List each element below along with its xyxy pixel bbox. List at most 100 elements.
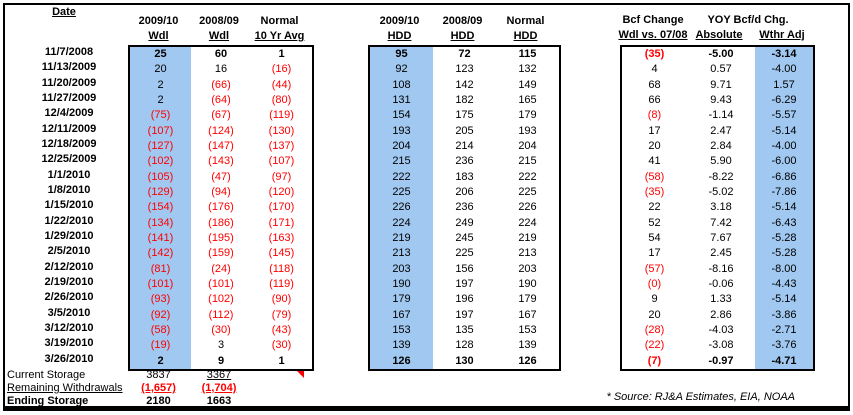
- table-cell-hdd_2009_10[interactable]: 154: [370, 108, 433, 124]
- table-cell-bcf_change_wdl_vs_0708[interactable]: 17: [648, 124, 661, 137]
- date-cell[interactable]: 2/19/2010: [44, 275, 94, 288]
- table-cell-hdd_2008_09[interactable]: 196: [455, 293, 474, 306]
- table-cell-wdl_2009_10[interactable]: (81): [130, 261, 191, 277]
- table-cell-wdl_normal_10yr[interactable]: (171): [268, 216, 295, 229]
- table-cell-hdd_2008_09[interactable]: 249: [455, 216, 474, 229]
- table-cell-wdl_normal_10yr[interactable]: (90): [271, 293, 292, 306]
- table-cell-hdd_2009_10[interactable]: 225: [370, 184, 433, 201]
- date-cell[interactable]: 1/1/2010: [47, 168, 91, 181]
- table-cell-hdd_normal[interactable]: 222: [518, 170, 537, 183]
- date-cell[interactable]: 11/20/2009: [41, 76, 97, 89]
- table-cell-wdl_2008_09[interactable]: (47): [211, 170, 231, 183]
- table-cell-wdl_normal_10yr[interactable]: (30): [271, 339, 292, 352]
- table-cell-wdl_normal_10yr[interactable]: (119): [269, 109, 294, 122]
- date-cell[interactable]: 3/26/2010: [44, 352, 94, 365]
- table-cell-yoy_bcfd_absolute[interactable]: 0.57: [710, 63, 732, 76]
- table-cell-wdl_2008_09[interactable]: (159): [208, 247, 234, 260]
- table-cell-bcf_change_wdl_vs_0708[interactable]: (57): [644, 262, 665, 275]
- table-cell-yoy_bcfd_wthr_adj[interactable]: -4.43: [755, 276, 813, 293]
- remaining-withdrawals-2009-10[interactable]: (1,657): [141, 382, 176, 394]
- table-cell-hdd_normal[interactable]: 213: [518, 247, 537, 260]
- table-cell-yoy_bcfd_wthr_adj[interactable]: -7.86: [755, 184, 813, 201]
- table-cell-yoy_bcfd_wthr_adj[interactable]: -4.71: [755, 353, 813, 369]
- table-cell-hdd_2009_10[interactable]: 222: [370, 169, 433, 185]
- table-cell-hdd_2009_10[interactable]: 213: [370, 246, 433, 262]
- table-cell-yoy_bcfd_absolute[interactable]: 2.45: [710, 247, 732, 260]
- table-cell-wdl_2009_10[interactable]: (127): [130, 138, 191, 155]
- table-cell-wdl_normal_10yr[interactable]: (44): [271, 78, 292, 91]
- table-cell-bcf_change_wdl_vs_0708[interactable]: 20: [648, 139, 661, 152]
- table-cell-hdd_normal[interactable]: 224: [518, 216, 537, 229]
- table-cell-yoy_bcfd_absolute[interactable]: -4.03: [708, 323, 734, 336]
- table-cell-hdd_normal[interactable]: 153: [518, 323, 537, 336]
- table-cell-yoy_bcfd_absolute[interactable]: 1.33: [710, 293, 732, 306]
- date-cell[interactable]: 3/12/2010: [44, 321, 94, 334]
- table-cell-bcf_change_wdl_vs_0708[interactable]: (35): [644, 185, 665, 198]
- table-cell-wdl_normal_10yr[interactable]: (43): [271, 323, 292, 336]
- table-cell-yoy_bcfd_absolute[interactable]: 9.71: [710, 78, 732, 91]
- table-cell-yoy_bcfd_absolute[interactable]: 2.47: [710, 124, 732, 137]
- table-cell-hdd_2008_09[interactable]: 214: [455, 139, 474, 152]
- table-cell-hdd_normal[interactable]: 126: [518, 354, 537, 367]
- table-cell-hdd_normal[interactable]: 179: [518, 293, 537, 306]
- table-cell-hdd_2009_10[interactable]: 153: [370, 322, 433, 339]
- date-cell[interactable]: 2/26/2010: [44, 291, 94, 304]
- table-cell-hdd_2008_09[interactable]: 225: [455, 247, 474, 260]
- table-cell-hdd_2009_10[interactable]: 219: [370, 230, 433, 247]
- table-cell-hdd_2008_09[interactable]: 156: [455, 262, 474, 275]
- table-cell-wdl_2009_10[interactable]: (107): [130, 123, 191, 139]
- table-cell-wdl_normal_10yr[interactable]: (163): [268, 231, 295, 244]
- table-cell-yoy_bcfd_wthr_adj[interactable]: -4.00: [755, 138, 813, 155]
- table-cell-hdd_normal[interactable]: 226: [518, 201, 537, 214]
- table-cell-yoy_bcfd_absolute[interactable]: 7.42: [710, 216, 732, 229]
- table-cell-hdd_2009_10[interactable]: 167: [370, 307, 433, 323]
- date-cell[interactable]: 11/13/2009: [41, 61, 97, 74]
- date-cell[interactable]: 12/18/2009: [41, 137, 97, 150]
- table-cell-wdl_2009_10[interactable]: (142): [130, 246, 191, 262]
- table-cell-hdd_normal[interactable]: 115: [518, 48, 537, 60]
- table-cell-wdl_2009_10[interactable]: (75): [130, 108, 191, 124]
- table-cell-bcf_change_wdl_vs_0708[interactable]: 52: [648, 216, 661, 229]
- table-cell-hdd_2009_10[interactable]: 179: [370, 292, 433, 308]
- table-cell-hdd_2009_10[interactable]: 226: [370, 200, 433, 216]
- date-cell[interactable]: 1/22/2010: [44, 214, 94, 227]
- table-cell-wdl_2008_09[interactable]: (124): [208, 124, 234, 137]
- table-cell-hdd_normal[interactable]: 203: [518, 262, 537, 275]
- table-cell-hdd_normal[interactable]: 139: [518, 339, 537, 352]
- table-cell-yoy_bcfd_absolute[interactable]: 2.84: [710, 139, 732, 152]
- table-cell-hdd_2008_09[interactable]: 182: [455, 93, 474, 106]
- table-cell-yoy_bcfd_wthr_adj[interactable]: -5.28: [755, 246, 813, 262]
- table-cell-hdd_normal[interactable]: 219: [518, 231, 537, 244]
- table-cell-bcf_change_wdl_vs_0708[interactable]: 9: [651, 293, 658, 306]
- table-cell-hdd_2009_10[interactable]: 139: [370, 338, 433, 354]
- table-cell-hdd_2008_09[interactable]: 197: [455, 277, 474, 290]
- table-cell-hdd_2009_10[interactable]: 126: [370, 353, 433, 369]
- date-cell[interactable]: 3/19/2010: [44, 337, 94, 350]
- table-cell-wdl_2009_10[interactable]: 20: [130, 62, 191, 78]
- table-cell-yoy_bcfd_absolute[interactable]: -0.97: [708, 354, 734, 367]
- table-cell-wdl_normal_10yr[interactable]: (80): [271, 93, 292, 106]
- table-cell-wdl_2008_09[interactable]: (66): [211, 78, 231, 91]
- table-cell-yoy_bcfd_wthr_adj[interactable]: -4.00: [755, 62, 813, 78]
- table-cell-yoy_bcfd_wthr_adj[interactable]: -5.14: [755, 200, 813, 216]
- table-cell-wdl_2008_09[interactable]: (176): [208, 201, 234, 214]
- table-cell-hdd_2008_09[interactable]: 245: [455, 231, 474, 244]
- table-cell-bcf_change_wdl_vs_0708[interactable]: 4: [651, 63, 658, 76]
- comment-marker-icon[interactable]: [297, 371, 304, 378]
- table-cell-wdl_normal_10yr[interactable]: 1: [278, 48, 285, 60]
- table-cell-wdl_2009_10[interactable]: (101): [130, 276, 191, 293]
- table-cell-wdl_normal_10yr[interactable]: (145): [268, 247, 295, 260]
- date-cell[interactable]: 1/29/2010: [44, 229, 94, 242]
- table-cell-bcf_change_wdl_vs_0708[interactable]: (22): [644, 339, 665, 352]
- table-cell-wdl_normal_10yr[interactable]: (16): [271, 63, 292, 76]
- table-cell-wdl_2009_10[interactable]: (105): [130, 169, 191, 185]
- table-cell-wdl_2009_10[interactable]: 2: [130, 92, 191, 109]
- table-cell-yoy_bcfd_wthr_adj[interactable]: -3.14: [755, 47, 813, 63]
- table-cell-wdl_2008_09[interactable]: (195): [208, 231, 234, 244]
- table-cell-bcf_change_wdl_vs_0708[interactable]: 20: [648, 308, 661, 321]
- table-cell-hdd_normal[interactable]: 204: [518, 139, 537, 152]
- table-cell-yoy_bcfd_absolute[interactable]: 7.67: [710, 231, 732, 244]
- table-cell-wdl_2008_09[interactable]: 3: [217, 339, 225, 352]
- table-cell-bcf_change_wdl_vs_0708[interactable]: 41: [648, 155, 661, 168]
- table-cell-yoy_bcfd_wthr_adj[interactable]: -5.14: [755, 123, 813, 139]
